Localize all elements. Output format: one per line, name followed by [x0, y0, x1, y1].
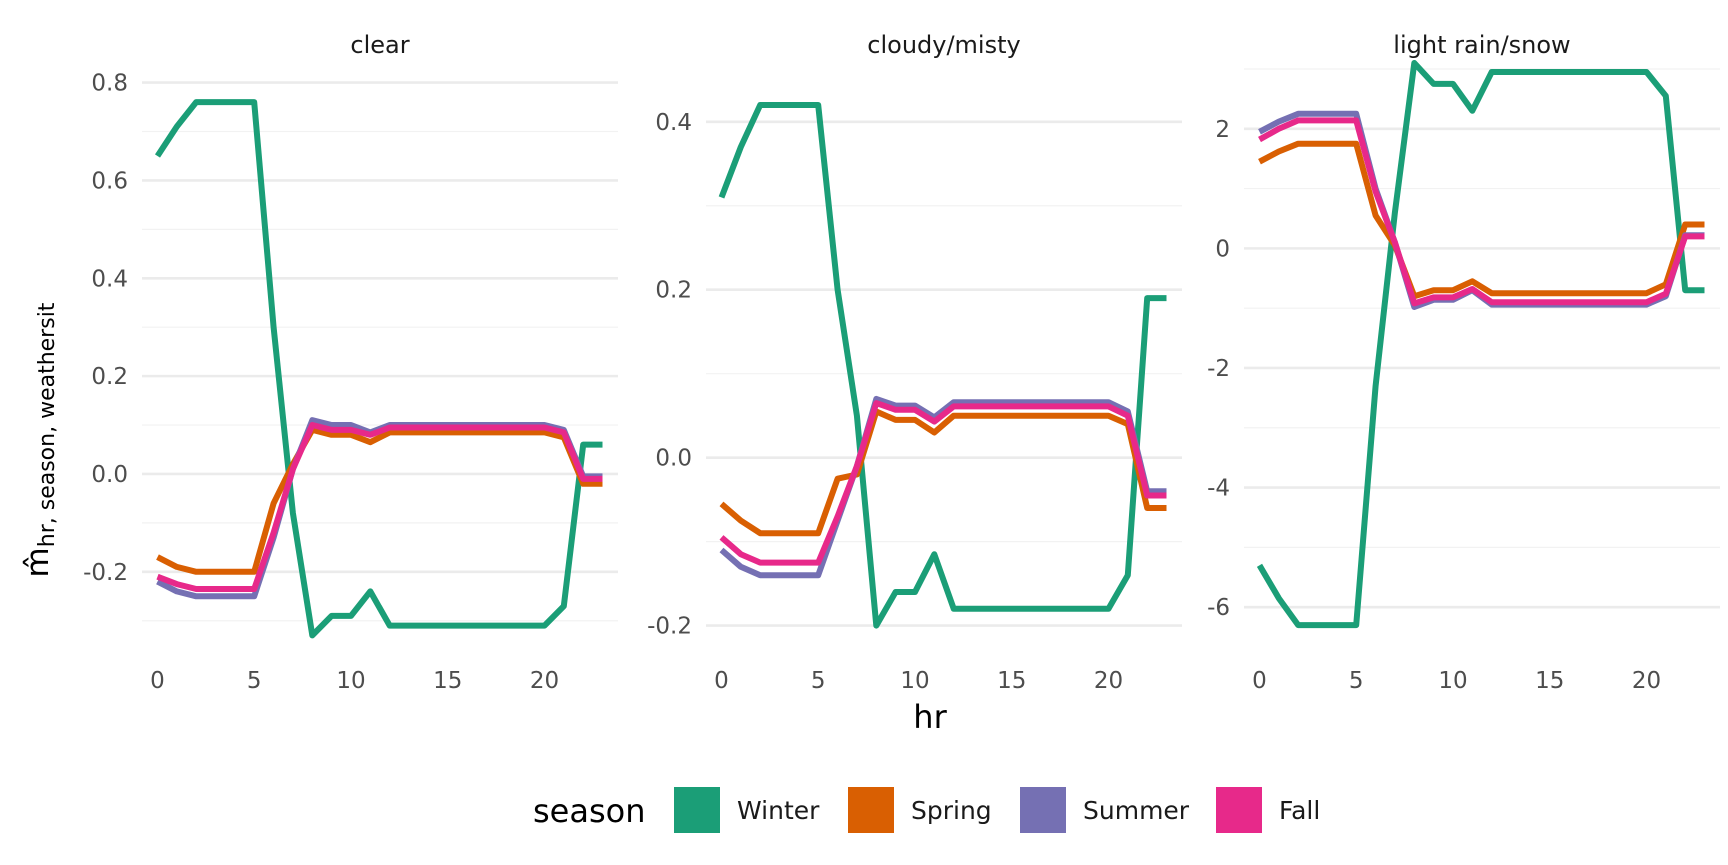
y-tick-label: -0.2 — [83, 560, 128, 586]
series-line-spring — [1258, 140, 1705, 300]
series-line-summer — [719, 395, 1167, 579]
y-axis-title-base: m̂ — [20, 547, 56, 577]
x-tick-label: 0 — [150, 668, 165, 694]
legend-item-fall: Fall — [1216, 787, 1320, 833]
y-tick-label: 0.8 — [91, 71, 128, 97]
y-tick-label: 2 — [1215, 117, 1230, 143]
series-line-winter — [718, 102, 1167, 629]
x-tick-label: 5 — [247, 668, 262, 694]
y-tick-label: -0.2 — [647, 614, 692, 640]
series-line-fall — [156, 422, 603, 592]
y-tick-label: 0 — [1215, 236, 1230, 262]
y-tick-label: 0.2 — [655, 278, 692, 304]
legend-item-winter: Winter — [674, 787, 820, 833]
y-tick-label: -2 — [1207, 356, 1230, 382]
facet-panel-0: clear 0.8 0.6 0.4 0.2 0.0 -0.2 0 5 10 15 20 — [83, 31, 618, 694]
series-line-fall — [1258, 117, 1705, 307]
y-axis-title: m̂hr, season, weathersit — [20, 302, 60, 577]
legend-key — [848, 787, 894, 833]
series-line-spring — [719, 408, 1167, 537]
legend-key — [1216, 787, 1262, 833]
legend-key — [1020, 787, 1066, 833]
x-tick-label: 10 — [336, 668, 365, 694]
y-axis-title-subscript: hr, season, weathersit — [35, 302, 60, 547]
series-line-fall — [719, 400, 1167, 566]
facet-title: light rain/snow — [1393, 31, 1570, 59]
series-line-winter — [154, 99, 603, 639]
x-axis-title: hr — [913, 698, 947, 736]
y-tick-label: 0.0 — [655, 446, 692, 472]
x-tick-label: 0 — [714, 668, 729, 694]
y-tick-label: 0.4 — [655, 110, 692, 136]
legend-item-summer: Summer — [1020, 787, 1190, 833]
y-tick-label: 0.2 — [91, 364, 128, 390]
legend-key — [674, 787, 720, 833]
x-tick-label: 5 — [1349, 668, 1364, 694]
x-tick-label: 20 — [530, 668, 559, 694]
y-tick-label: 0.0 — [91, 462, 128, 488]
facet-title: clear — [350, 31, 409, 59]
legend-title: season — [533, 792, 646, 830]
x-tick-label: 10 — [1438, 668, 1467, 694]
legend-label: Fall — [1279, 796, 1320, 825]
x-tick-label: 20 — [1094, 668, 1123, 694]
series-line-winter — [1256, 60, 1705, 629]
series-line-spring — [156, 426, 603, 575]
x-tick-label: 5 — [811, 668, 826, 694]
legend-item-spring: Spring — [848, 787, 992, 833]
x-tick-label: 15 — [1535, 668, 1564, 694]
x-tick-label: 15 — [997, 668, 1026, 694]
svg-text:m̂hr, season, weathersit: m̂hr, season, weathersit — [20, 302, 60, 577]
x-tick-label: 20 — [1632, 668, 1661, 694]
y-tick-label: -6 — [1207, 595, 1230, 621]
legend: season Winter Spring Summer Fall — [533, 787, 1320, 833]
x-tick-label: 0 — [1252, 668, 1267, 694]
y-tick-label: -4 — [1207, 476, 1230, 502]
x-tick-label: 15 — [433, 668, 462, 694]
legend-label: Summer — [1083, 796, 1190, 825]
x-tick-label: 10 — [900, 668, 929, 694]
y-tick-label: 0.4 — [91, 266, 128, 292]
facet-panel-1: cloudy/misty 0.4 0.2 0.0 -0.2 0 5 10 15 20 — [647, 31, 1182, 694]
facet-title: cloudy/misty — [867, 31, 1020, 59]
legend-label: Spring — [911, 796, 992, 825]
legend-label: Winter — [737, 796, 820, 825]
y-tick-label: 0.6 — [91, 168, 128, 194]
